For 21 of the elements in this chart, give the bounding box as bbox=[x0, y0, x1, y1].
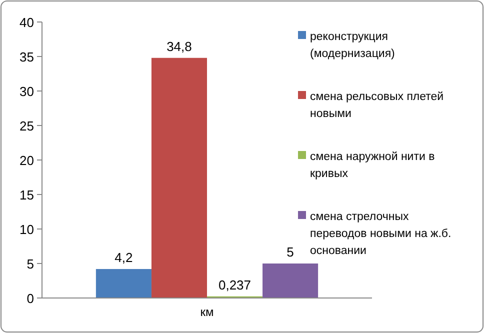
data-label: 0,237 bbox=[218, 277, 252, 292]
bar bbox=[96, 269, 152, 298]
y-tick-label: 10 bbox=[20, 222, 34, 237]
y-tick-label: 30 bbox=[20, 84, 34, 99]
legend-label: смена стрелочных переводов новыми на ж.б. основании bbox=[310, 211, 452, 257]
y-tick-label: 40 bbox=[20, 15, 34, 30]
bar bbox=[262, 264, 318, 298]
y-tick-label: 20 bbox=[20, 153, 34, 168]
y-tick-label: 0 bbox=[26, 291, 34, 306]
legend-label: смена рельсовых плетей новыми bbox=[310, 91, 444, 120]
data-label: 34,8 bbox=[166, 38, 192, 54]
bar bbox=[151, 58, 207, 298]
x-tick-label: км bbox=[200, 305, 214, 319]
y-tick-label: 35 bbox=[20, 50, 34, 64]
legend-label: реконструкция (модернизация) bbox=[310, 31, 396, 60]
data-label: 5 bbox=[286, 244, 294, 260]
y-tick-label: 15 bbox=[20, 188, 34, 202]
y-tick-label: 25 bbox=[20, 118, 34, 134]
legend-label: смена наружной нити в кривых bbox=[310, 151, 435, 180]
y-tick-label: 5 bbox=[26, 256, 34, 272]
data-label: 4,2 bbox=[114, 250, 133, 266]
